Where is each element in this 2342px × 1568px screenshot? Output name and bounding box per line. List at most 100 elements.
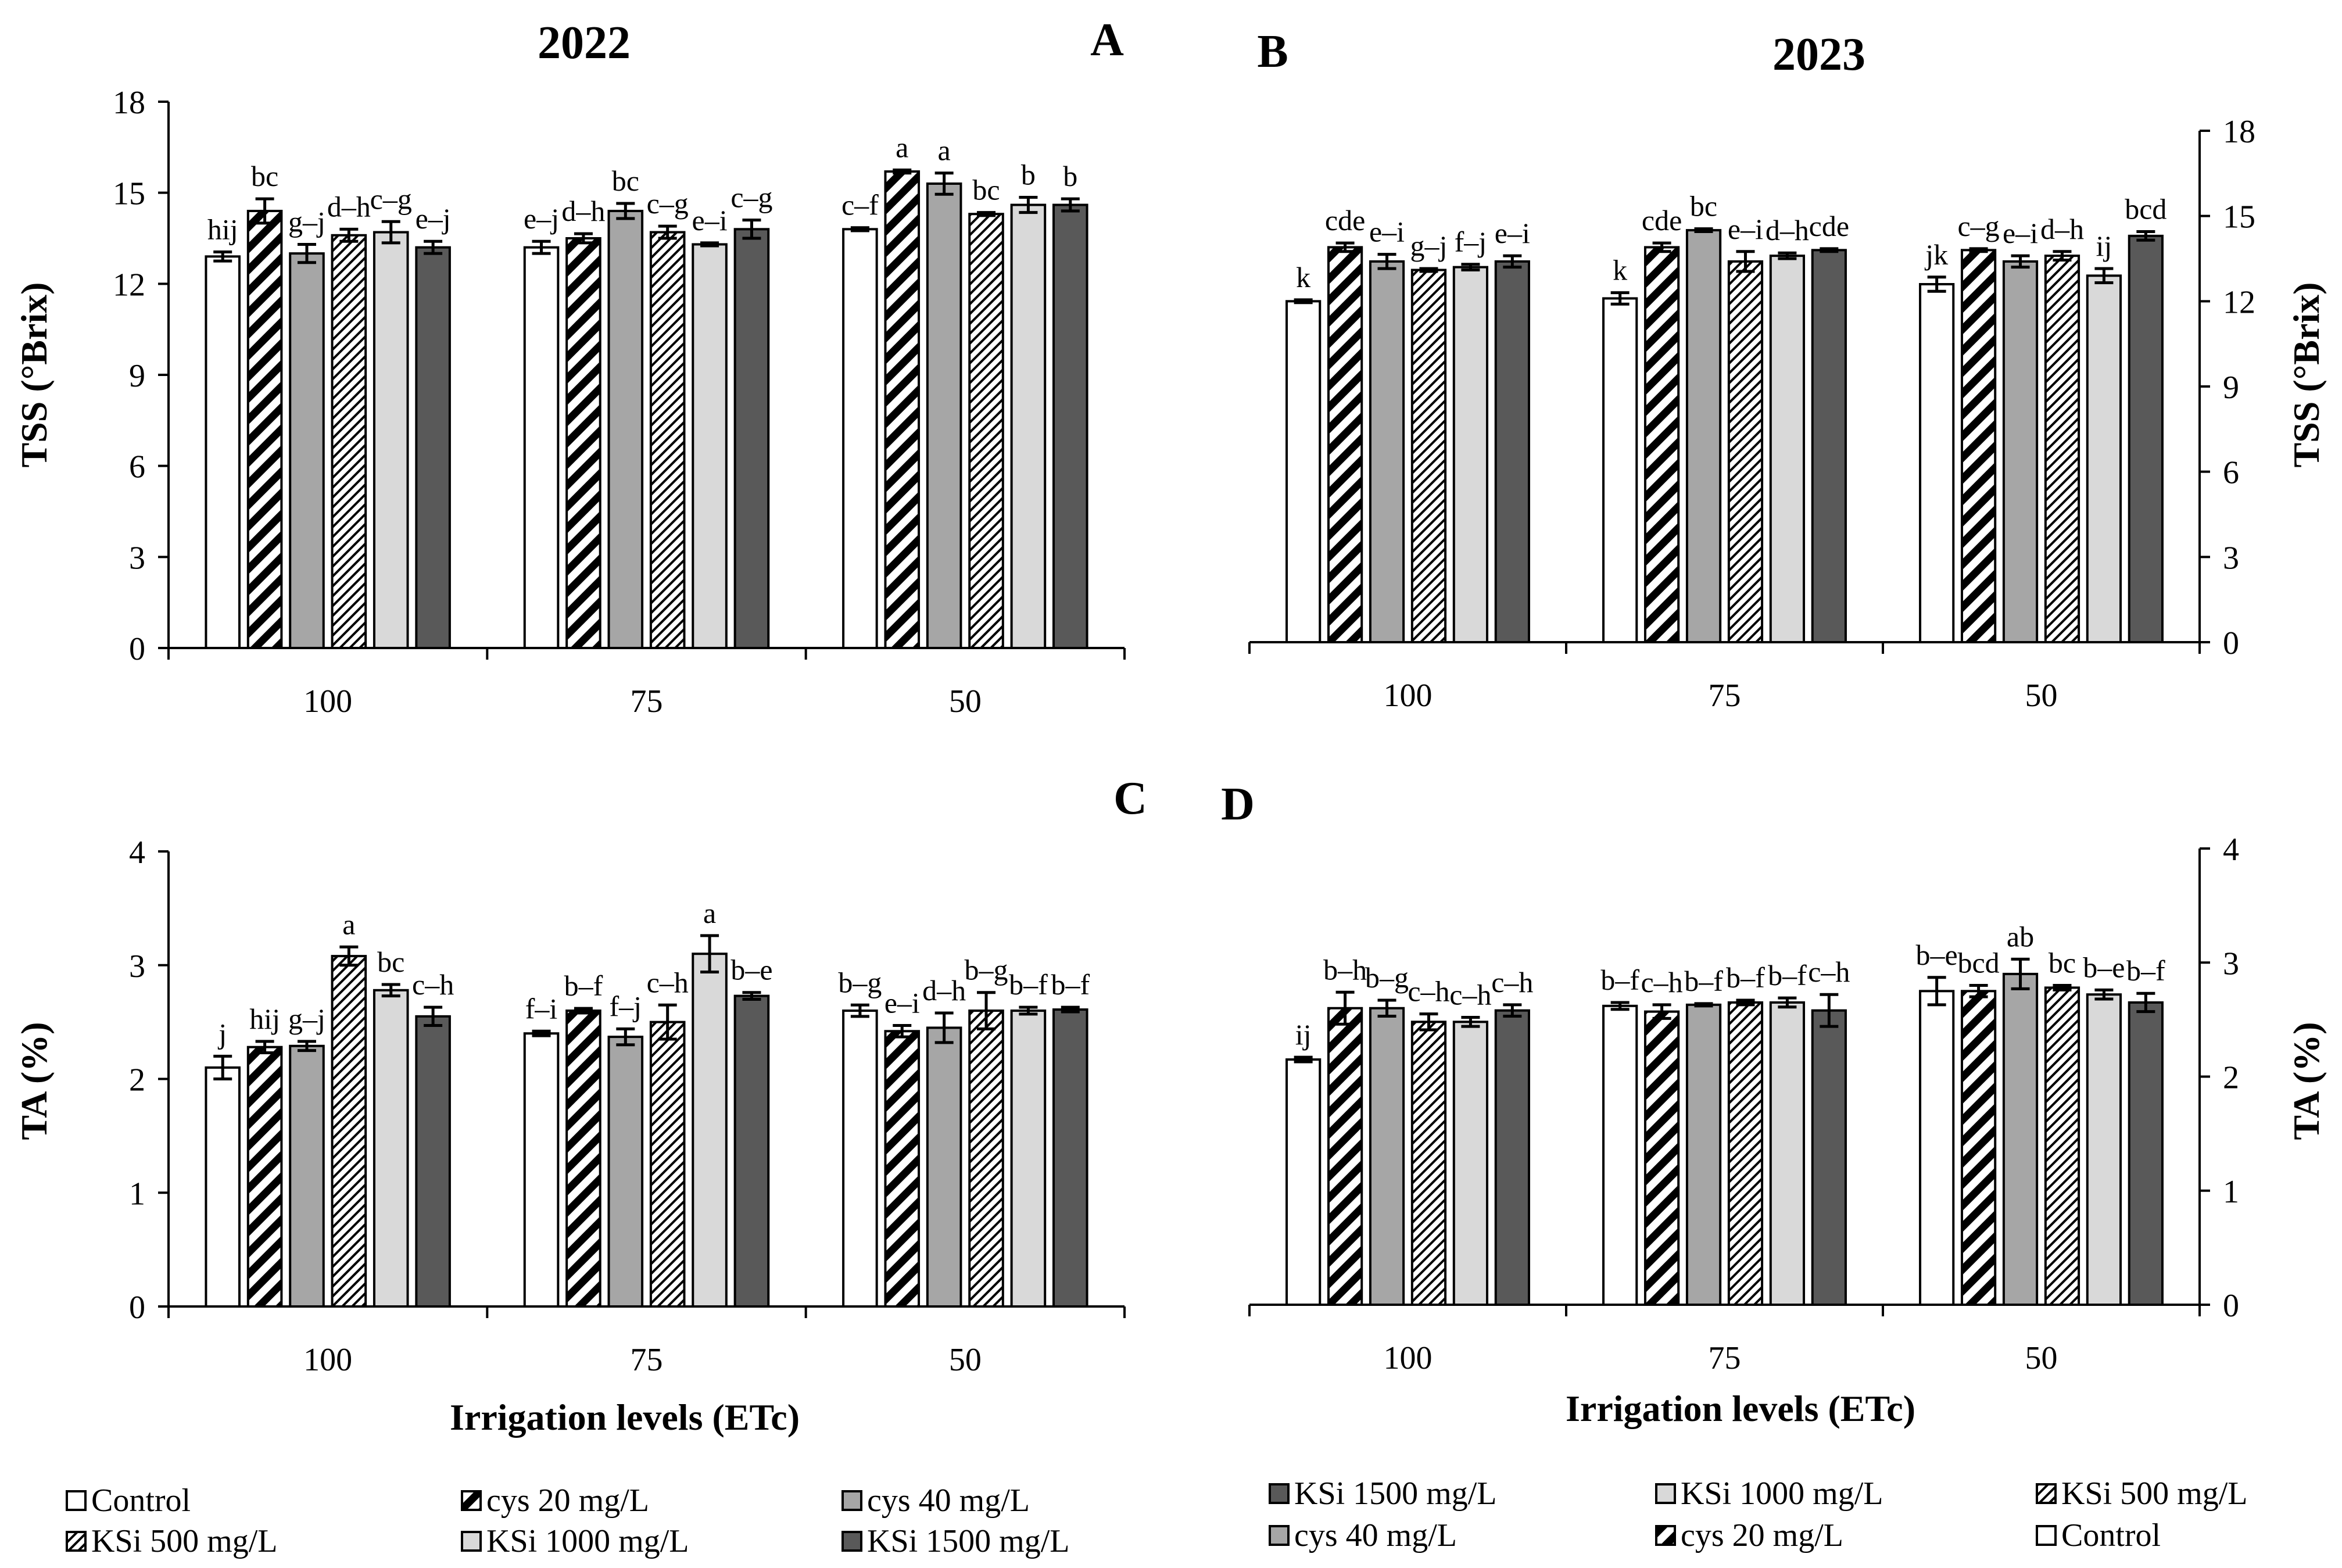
legend-label: Control bbox=[91, 1483, 191, 1519]
bar bbox=[884, 170, 921, 650]
significance-letter: hij bbox=[249, 1003, 280, 1035]
significance-letter: c–h bbox=[1449, 978, 1491, 1011]
significance-letter: c–h bbox=[412, 968, 454, 1001]
bar bbox=[415, 246, 451, 649]
legend-item: cys 40 mg/L bbox=[1269, 1517, 1457, 1553]
legend-label: KSi 1500 mg/L bbox=[1294, 1476, 1496, 1512]
significance-letter: c–h bbox=[1491, 966, 1533, 998]
x-tick-label: 75 bbox=[631, 1342, 663, 1378]
x-tick-label: 50 bbox=[949, 683, 982, 719]
legend-item: cys 40 mg/L bbox=[841, 1483, 1030, 1519]
significance-letter: bcd bbox=[1957, 947, 1999, 979]
legend-label: KSi 1000 mg/L bbox=[1681, 1476, 1883, 1512]
y-tick-label: 15 bbox=[113, 176, 145, 212]
significance-letter: a bbox=[938, 134, 951, 167]
panel-b-letter: B bbox=[1257, 26, 1288, 77]
bar bbox=[1811, 249, 1847, 644]
y-tick-label: 4 bbox=[129, 835, 145, 871]
significance-letter: f–j bbox=[1455, 225, 1487, 258]
significance-letter: b–e bbox=[2083, 951, 2125, 983]
significance-letter: bc bbox=[972, 174, 1000, 206]
bar bbox=[1010, 203, 1047, 649]
legend-item: KSi 1500 mg/L bbox=[1269, 1476, 1496, 1512]
panel-a-letter: A bbox=[1090, 15, 1124, 66]
y-tick-label: 2 bbox=[2223, 1060, 2239, 1096]
legend-group: Control cys 20 mg/L cys 40 mg/L KSi 500 mg/… bbox=[66, 1476, 2247, 1559]
panel-b-year-title: 2023 bbox=[1772, 29, 1865, 80]
significance-letter: c–h bbox=[1808, 955, 1850, 988]
significance-letter: c–g bbox=[1957, 210, 1999, 242]
bar bbox=[842, 1009, 878, 1308]
significance-letter: b–g bbox=[1365, 961, 1409, 994]
legend-label: cys 20 mg/L bbox=[1681, 1517, 1843, 1553]
y-tick-label: 1 bbox=[129, 1176, 145, 1212]
legend-item: KSi 1500 mg/L bbox=[841, 1523, 1069, 1559]
bar bbox=[1494, 1009, 1530, 1306]
significance-letter: b–f bbox=[1684, 965, 1723, 997]
significance-letter: c–h bbox=[1641, 966, 1682, 998]
y-tick-label: 15 bbox=[2223, 199, 2255, 235]
legend-swatch bbox=[1655, 1525, 1676, 1546]
bar bbox=[1960, 990, 1997, 1306]
bar bbox=[523, 1032, 560, 1308]
legend-swatch bbox=[66, 1490, 87, 1511]
significance-letter: cde bbox=[1809, 210, 1849, 242]
bar bbox=[1685, 1003, 1722, 1306]
significance-letter: cde bbox=[1642, 204, 1682, 237]
bar bbox=[733, 228, 770, 650]
bar bbox=[733, 994, 770, 1308]
legend-swatch bbox=[66, 1531, 87, 1552]
significance-letter: d–h bbox=[2040, 213, 2084, 245]
x-tick-label: 50 bbox=[949, 1342, 982, 1378]
bar bbox=[1285, 1058, 1322, 1306]
significance-letter: g–j bbox=[288, 205, 325, 238]
bar bbox=[926, 182, 962, 649]
significance-letter: e–i bbox=[692, 204, 728, 237]
significance-letter: b–f bbox=[1600, 964, 1639, 996]
significance-letter: ab bbox=[2007, 920, 2034, 953]
legend-swatch bbox=[841, 1490, 862, 1511]
legend-label: KSi 500 mg/L bbox=[2061, 1476, 2247, 1512]
bar bbox=[607, 210, 644, 649]
significance-letter: f–j bbox=[610, 990, 642, 1022]
significance-letter: j bbox=[217, 1017, 227, 1050]
significance-letter: b–f bbox=[1051, 968, 1090, 1001]
significance-letter: b–e bbox=[1916, 939, 1958, 971]
significance-letter: b–h bbox=[1323, 953, 1367, 986]
bar bbox=[1919, 283, 1955, 643]
legend-label: cys 40 mg/L bbox=[867, 1483, 1030, 1519]
y-tick-label: 2 bbox=[129, 1062, 145, 1098]
bar bbox=[1052, 1008, 1088, 1308]
significance-letter: d–h bbox=[922, 974, 966, 1007]
significance-letter: f–i bbox=[525, 992, 558, 1025]
bar bbox=[2002, 260, 2039, 643]
bar bbox=[649, 1021, 686, 1308]
legend-label: KSi 1000 mg/L bbox=[486, 1523, 689, 1559]
legend-item: KSi 500 mg/L bbox=[2036, 1476, 2247, 1512]
significance-letter: e–i bbox=[2003, 217, 2038, 249]
bar bbox=[1769, 255, 1806, 644]
bar bbox=[1452, 1021, 1489, 1306]
significance-letter: ij bbox=[2096, 230, 2112, 262]
legend-item: cys 20 mg/L bbox=[1655, 1517, 1843, 1553]
y-tick-label: 3 bbox=[2223, 946, 2239, 982]
bar bbox=[2044, 255, 2080, 644]
legend-swatch bbox=[1269, 1525, 1290, 1546]
legend-item: KSi 500 mg/L bbox=[66, 1523, 277, 1559]
x-tick-label: 100 bbox=[1384, 678, 1433, 714]
y-tick-label: 12 bbox=[113, 267, 145, 303]
y-tick-label: 0 bbox=[129, 1290, 145, 1326]
significance-letter: c–g bbox=[730, 181, 772, 214]
legend-label: Control bbox=[2061, 1517, 2161, 1553]
y-tick-label: 1 bbox=[2223, 1174, 2239, 1210]
legend-item: KSi 1000 mg/L bbox=[1655, 1476, 1883, 1512]
significance-letter: b–f bbox=[1726, 961, 1765, 994]
bar bbox=[607, 1036, 644, 1308]
legend-label: KSi 1500 mg/L bbox=[867, 1523, 1069, 1559]
panel-d-x-axis-title: Irrigation levels (ETc) bbox=[1566, 1388, 1915, 1429]
bar bbox=[1327, 1007, 1363, 1306]
